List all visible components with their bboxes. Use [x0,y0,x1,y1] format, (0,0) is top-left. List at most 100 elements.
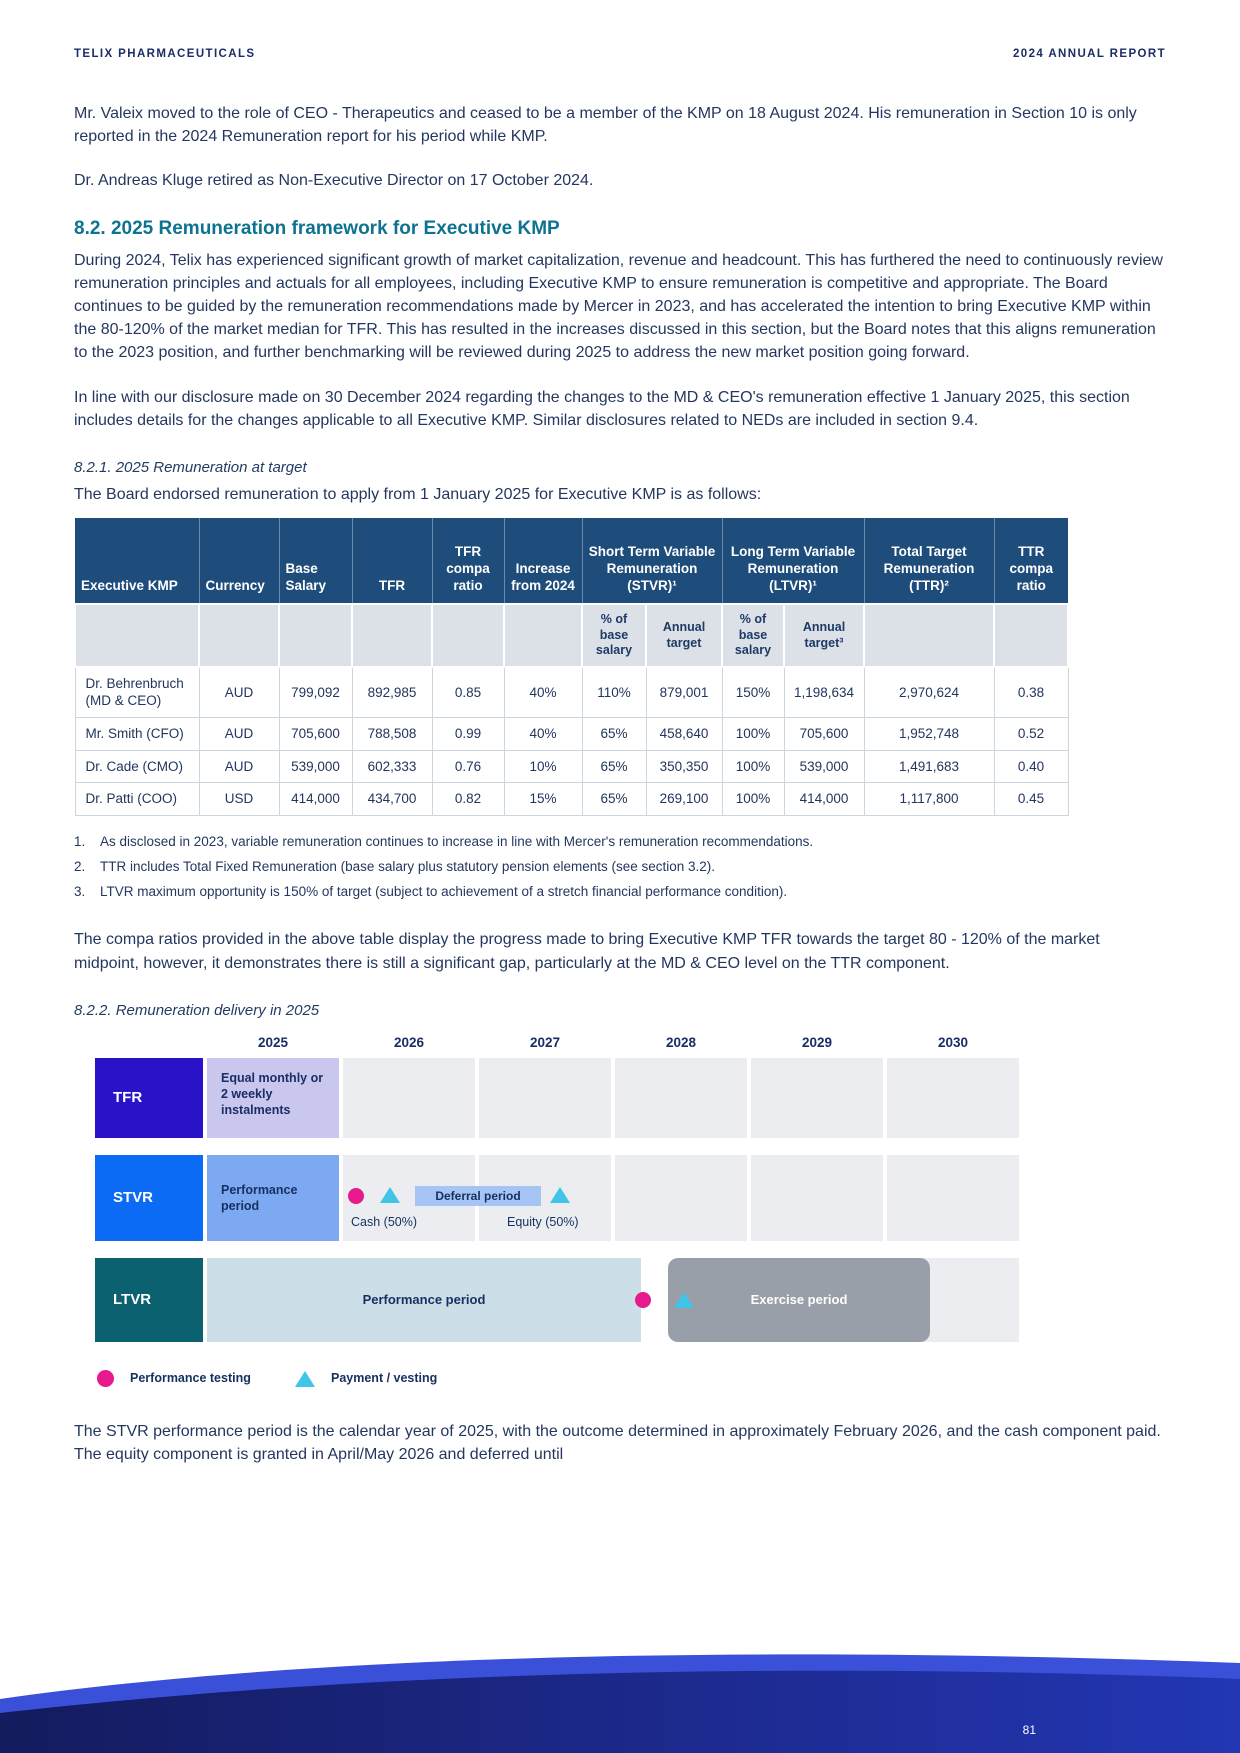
subheader-empty [351,603,433,668]
table-cell: 269,100 [645,782,723,816]
header-company: TELIX PHARMACEUTICALS [74,48,256,60]
table-cell: 602,333 [351,749,433,784]
timeline-legend: Performance testing Payment / vesting [95,1368,1021,1390]
table-cell: 100% [721,749,785,784]
table-cell: 0.76 [431,749,505,784]
table-cell: 0.40 [993,749,1069,784]
table-cell: 414,000 [278,782,353,816]
table-cell: 65% [581,717,647,751]
table-cell: 879,001 [645,666,723,719]
footnote: 1. As disclosed in 2023, variable remune… [74,832,1166,852]
table-cell: AUD [198,717,280,751]
subheader-empty [74,603,200,668]
table-cell: AUD [198,749,280,784]
timeline-row-stvr: STVR Performance period Deferral period … [95,1154,1021,1241]
col-header-executive-kmp: Executive KMP [75,518,199,605]
legend-payment-vesting-label: Payment / vesting [331,1370,438,1385]
ltvr-performance-period-bar: Performance period [207,1257,641,1342]
table-cell: 0.99 [431,717,505,751]
col-header-ltvr-group: Long Term Variable Remuneration (LTVR)¹ [721,518,864,605]
table-cell: 2,970,624 [863,666,995,719]
subheader-ltvr-target: Annual target³ [783,603,865,668]
table-cell: AUD [198,666,280,719]
grid-cell [751,1057,883,1138]
table-cell: 1,117,800 [863,782,995,816]
payment-vesting-icon [380,1186,400,1203]
table-cell: 892,985 [351,666,433,719]
table-subheader-row: % of base salary Annual target % of base… [74,603,1069,668]
compa-ratio-paragraph: The compa ratios provided in the above t… [74,931,1100,972]
table-cell: 100% [721,717,785,751]
table-cell: 0.45 [993,782,1069,816]
year-label: 2030 [937,1034,969,1050]
subsection-heading-8-2-2: 8.2.2. Remuneration delivery in 2025 [74,1001,320,1019]
table-cell: 539,000 [278,749,353,784]
equity-component-label: Equity (50%) [507,1214,579,1229]
performance-testing-icon [97,1369,114,1387]
footnote-text: As disclosed in 2023, variable remunerat… [100,833,814,849]
col-header-base-salary: Base Salary [278,518,352,605]
remuneration-timeline-chart: 2025 2026 2027 2028 2029 2030 TFR Equal … [95,1035,1021,1390]
col-header-ttr-compa-ratio: TTR compa ratio [993,518,1068,605]
table-cell: 10% [503,749,583,784]
cash-component-label: Cash (50%) [351,1214,417,1229]
subheader-empty [278,603,353,668]
ltvr-label-block: LTVR [95,1257,203,1342]
grid-cell [887,1057,1019,1138]
closing-paragraph: The STVR performance period is the calen… [74,1422,1161,1463]
payment-vesting-icon [550,1186,570,1203]
footnote-text: LTVR maximum opportunity is 150% of targ… [100,884,788,900]
footnote-text: TTR includes Total Fixed Remuneration (b… [100,858,716,874]
page-header: TELIX PHARMACEUTICALS 2024 ANNUAL REPORT [74,48,1166,60]
table-cell: 15% [503,782,583,816]
performance-testing-icon [348,1187,364,1204]
table-row: Mr. Smith (CFO) AUD 705,600 788,508 0.99… [74,717,1069,751]
table-cell: Dr. Behrenbruch (MD & CEO) [74,666,200,719]
timeline-row-tfr: TFR Equal monthly or 2 weekly instalment… [95,1057,1021,1138]
grid-cell [751,1154,883,1241]
footnote: 2. TTR includes Total Fixed Remuneration… [74,857,1166,877]
table-cell: 0.85 [431,666,505,719]
footnote-number: 2. [74,858,86,874]
year-label: 2027 [529,1034,561,1050]
table-cell: 40% [503,717,583,751]
grid-cell [615,1154,747,1241]
table-cell: 705,600 [278,717,353,751]
table-cell: 1,952,748 [863,717,995,751]
table-cell: 1,198,634 [783,666,865,719]
grid-cell [615,1057,747,1138]
exercise-period-block: Exercise period [668,1257,930,1342]
table-cell: 414,000 [783,782,865,816]
section-heading-8-2: 8.2. 2025 Remuneration framework for Exe… [74,217,560,239]
col-header-ttr: Total Target Remuneration (TTR)² [863,518,994,605]
payment-vesting-icon [674,1291,694,1308]
year-label: 2025 [257,1034,289,1050]
subheader-empty [503,603,583,668]
table-cell: 799,092 [278,666,353,719]
table-cell: 458,640 [645,717,723,751]
footnote-number: 1. [74,833,86,849]
header-report-title: 2024 ANNUAL REPORT [1012,48,1166,60]
tfr-label-block: TFR [95,1057,203,1138]
grid-cell [479,1057,611,1138]
table-cell: 0.38 [993,666,1069,719]
col-header-increase-from-2024: Increase from 2024 [503,518,582,605]
col-header-currency: Currency [198,518,279,605]
table-cell: USD [198,782,280,816]
col-header-tfr-compa-ratio: TFR compa ratio [431,518,504,605]
subheader-empty [993,603,1069,668]
table-row: Dr. Behrenbruch (MD & CEO) AUD 799,092 8… [74,666,1069,719]
footnote: 3. LTVR maximum opportunity is 150% of t… [74,882,1166,902]
remuneration-table: Executive KMP Currency Base Salary TFR T… [74,518,1069,816]
table-cell: 350,350 [645,749,723,784]
grid-cell [343,1057,475,1138]
grid-cell [887,1154,1019,1241]
year-label: 2028 [665,1034,697,1050]
payment-vesting-icon [295,1370,315,1387]
table-cell: 65% [581,749,647,784]
year-label: 2029 [801,1034,833,1050]
performance-testing-icon [635,1291,651,1308]
table-cell: Dr. Cade (CMO) [74,749,200,784]
table-cell: 434,700 [351,782,433,816]
